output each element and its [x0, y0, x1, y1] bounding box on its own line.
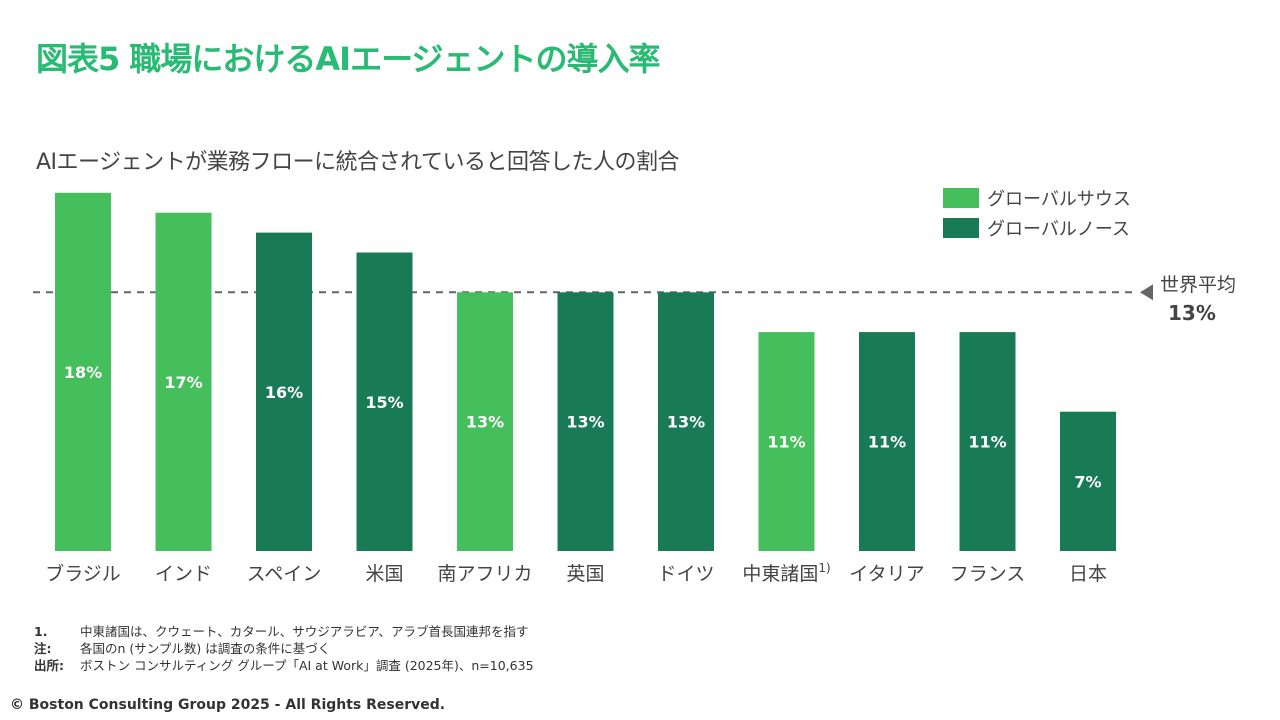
category-label: 南アフリカ	[437, 563, 532, 585]
data-label: 7%	[1074, 472, 1101, 491]
category-label: イタリア	[849, 563, 924, 585]
category-superscript: 1)	[818, 561, 830, 575]
bar	[859, 332, 915, 551]
legend-label-south: グローバルサウス	[987, 189, 1131, 210]
footnote-key: 1.	[34, 624, 48, 639]
bar	[356, 252, 413, 551]
category-label: 中東諸国1)	[742, 561, 830, 585]
bar	[1060, 411, 1116, 551]
category-label: 英国	[566, 563, 604, 585]
data-label: 15%	[365, 393, 403, 412]
bar	[758, 332, 815, 551]
average-pointer-icon	[1140, 284, 1153, 301]
legend-swatch-north	[943, 218, 979, 238]
footnote-key: 出所:	[34, 658, 64, 673]
data-label: 16%	[265, 383, 303, 402]
chart-title: AIエージェントが業務フローに統合されていると回答した人の割合	[36, 150, 679, 175]
footnote-text: 各国のn (サンプル数) は調査の条件に基づく	[80, 641, 331, 656]
footnote-1: 1. 中東諸国は、クウェート、カタール、サウジアラビア、アラブ首長国連邦を指す	[34, 623, 534, 640]
category-label: インド	[155, 563, 212, 585]
category-label: 米国	[365, 563, 403, 585]
legend-item-north: グローバルノース	[943, 218, 1131, 240]
category-label: スペイン	[247, 563, 322, 585]
data-label: 11%	[767, 433, 805, 452]
category-label: ドイツ	[657, 563, 714, 585]
legend: グローバルサウス グローバルノース	[943, 188, 1131, 248]
data-label: 13%	[566, 413, 604, 432]
bar	[155, 212, 212, 551]
data-label: 13%	[466, 413, 504, 432]
data-label: 11%	[968, 433, 1006, 452]
legend-swatch-south	[943, 188, 979, 208]
bar	[256, 232, 312, 551]
data-label: 17%	[164, 373, 202, 392]
average-label: 世界平均	[1160, 274, 1237, 296]
category-label: フランス	[950, 563, 1026, 585]
page-title: 図表5 職場におけるAIエージェントの導入率	[36, 40, 660, 78]
data-label: 13%	[667, 413, 705, 432]
data-label: 18%	[64, 363, 102, 382]
footnote-text: 中東諸国は、クウェート、カタール、サウジアラビア、アラブ首長国連邦を指す	[80, 624, 529, 639]
average-value: 13%	[1168, 301, 1216, 325]
footnote-source: 出所: ボストン コンサルティング グループ「AI at Work」調査 (20…	[34, 657, 534, 674]
legend-item-south: グローバルサウス	[943, 188, 1131, 210]
bar	[658, 292, 714, 551]
footnote-note: 注: 各国のn (サンプル数) は調査の条件に基づく	[34, 640, 534, 657]
category-label: 日本	[1069, 563, 1107, 585]
copyright: © Boston Consulting Group 2025 - All Rig…	[10, 697, 446, 713]
bar	[457, 292, 513, 551]
bar	[959, 332, 1016, 551]
footnotes: 1. 中東諸国は、クウェート、カタール、サウジアラビア、アラブ首長国連邦を指す …	[34, 623, 534, 674]
bar	[557, 292, 614, 551]
footnote-text: ボストン コンサルティング グループ「AI at Work」調査 (2025年)…	[80, 658, 534, 673]
data-label: 11%	[868, 433, 906, 452]
bar	[55, 192, 111, 552]
bar-chart: 18% ブラジル 17% インド 16% スペイン 15% 米国 13% 南アフリカ 13% 英国 13…	[33, 192, 1153, 585]
category-label: ブラジル	[45, 562, 121, 585]
footnote-key: 注:	[34, 641, 52, 656]
legend-label-north: グローバルノース	[987, 219, 1130, 240]
